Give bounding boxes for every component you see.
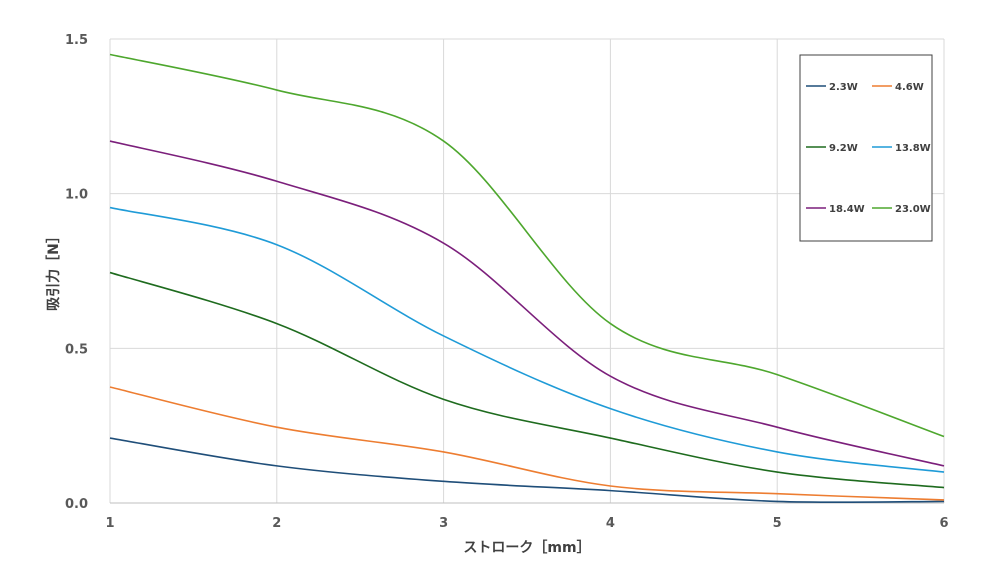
- y-tick-label: 0.5: [65, 342, 88, 357]
- y-tick-label: 0.0: [65, 497, 88, 512]
- series-line-18-4w: [109, 140, 945, 467]
- x-tick-label: 2: [272, 516, 281, 531]
- x-tick-label: 3: [439, 516, 448, 531]
- series-line-23-0w: [109, 53, 945, 438]
- y-tick-label: 1.0: [65, 188, 88, 203]
- y-axis-title: 吸引力［N］: [45, 229, 62, 311]
- x-tick-label: 5: [773, 516, 782, 531]
- legend: 2.3W 4.6W 9.2W 13.8W 18.4W 23.0W: [799, 54, 933, 242]
- x-tick-label: 6: [939, 516, 948, 531]
- legend-label-4-6w: 4.6W: [895, 82, 924, 93]
- series-lines: [109, 53, 945, 504]
- series-line-4-6w: [109, 386, 945, 501]
- legend-label-2-3w: 2.3W: [829, 82, 858, 93]
- x-tick-label: 4: [606, 516, 615, 531]
- legend-label-23-0w: 23.0W: [895, 204, 931, 215]
- legend-label-13-8w: 13.8W: [895, 143, 931, 154]
- series-line-9-2w: [109, 271, 945, 489]
- series-line-13-8w: [109, 206, 945, 473]
- legend-label-9-2w: 9.2W: [829, 143, 858, 154]
- y-tick-labels: 0.0 0.5 1.0 1.5: [65, 33, 88, 512]
- legend-label-18-4w: 18.4W: [829, 204, 865, 215]
- x-tick-labels: 1 2 3 4 5 6: [105, 516, 948, 531]
- y-tick-label: 1.5: [65, 33, 88, 48]
- x-tick-label: 1: [105, 516, 114, 531]
- x-axis-title: ストローク［mm］: [463, 539, 590, 556]
- series-line-2-3w: [109, 437, 945, 504]
